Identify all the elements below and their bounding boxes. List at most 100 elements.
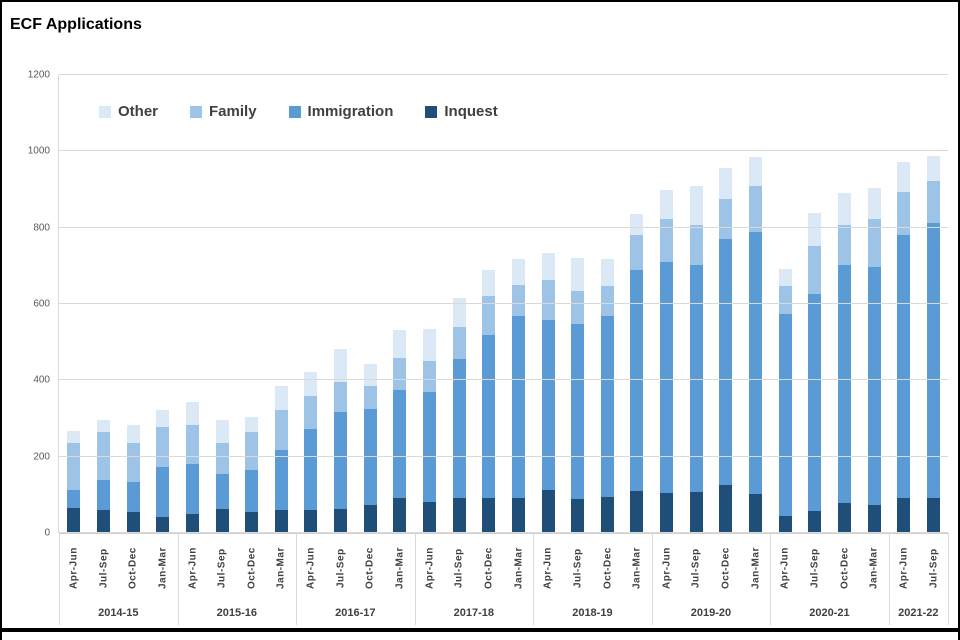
quarter-label: Oct-Dec (838, 547, 850, 589)
y-axis-tick-label: 200 (33, 451, 50, 463)
quarter-label: Jul-Sep (690, 548, 702, 588)
y-axis-tick-label: 1200 (27, 69, 50, 81)
quarter-label: Jan-Mar (275, 547, 287, 589)
bar-slot (504, 75, 534, 533)
bar-segment-family (778, 286, 792, 314)
bar-segment-immigration (304, 429, 318, 511)
bar-slot (444, 75, 474, 533)
quarter-label: Jul-Sep (453, 548, 465, 588)
bar-segment-inquest (749, 493, 763, 533)
bar-segment-inquest (926, 497, 940, 533)
bar-segment-immigration (126, 481, 140, 512)
bar-segment-other (778, 268, 792, 287)
stacked-bar (274, 385, 288, 533)
bar-slot (118, 75, 148, 533)
quarter-label: Apr-Jun (186, 547, 198, 589)
stacked-bar (96, 420, 110, 533)
bar-segment-immigration (185, 463, 199, 514)
bar-segment-inquest (719, 485, 733, 533)
legend-swatch-icon (99, 105, 111, 118)
bar-segment-other (571, 257, 585, 291)
bar-segment-inquest (541, 489, 555, 533)
bar-segment-immigration (482, 335, 496, 499)
bar-segment-inquest (600, 497, 614, 533)
stacked-bar (926, 155, 940, 533)
stacked-bar (304, 371, 318, 533)
bar-slot (207, 75, 237, 533)
bar-segment-inquest (511, 497, 525, 533)
stacked-bar (156, 410, 170, 533)
year-label: 2017-18 (453, 607, 495, 619)
quarter-label: Apr-Jun (305, 547, 317, 589)
year-labels-row: 2014-15 2015-16 2016-17 2017-18 2018-19 2019-… (59, 602, 948, 624)
bar-segment-inquest (837, 502, 851, 533)
legend-label: Immigration (307, 103, 394, 120)
bar-segment-other (511, 259, 525, 285)
quarter-labels-row: Apr-Jun Jul-Sep Oct-Dec Jan-Mar Apr-Jun Jul-S… (59, 538, 948, 598)
stacked-bar (749, 156, 763, 533)
year-label: 2018-19 (572, 607, 613, 619)
year-label: 2021-22 (898, 607, 939, 619)
bar-segment-other (837, 192, 851, 225)
stacked-bar (808, 212, 822, 533)
bar-segment-inquest (245, 511, 259, 533)
bar-segment-inquest (304, 510, 318, 533)
bar-segment-immigration (96, 480, 110, 511)
year-group-divider (296, 533, 298, 625)
quarter-label: Apr-Jun (68, 547, 80, 589)
bar-segment-inquest (482, 498, 496, 533)
bar-segment-family (660, 218, 674, 263)
bar-segment-other (897, 161, 911, 192)
legend-swatch-icon (425, 105, 438, 118)
year-label: 2014-15 (98, 607, 139, 619)
year-group-divider (948, 533, 949, 625)
stacked-bar (630, 214, 644, 533)
year-group-divider (770, 533, 772, 625)
plot-area: Other Family Immigration Inquest (58, 74, 948, 533)
bar-segment-inquest (630, 491, 644, 533)
bar-segment-immigration (67, 489, 81, 509)
bar-segment-other (96, 420, 110, 432)
bar-segment-other (156, 410, 170, 427)
quarter-label: Jul-Sep (809, 548, 821, 588)
bar-segment-family (423, 360, 436, 393)
legend-swatch-icon (190, 105, 203, 118)
bar-segment-inquest (96, 510, 110, 533)
bar-slot (59, 75, 89, 533)
bar-segment-inquest (778, 515, 792, 533)
y-axis-tick-label: 400 (33, 374, 50, 386)
bar-segment-family (245, 431, 259, 471)
bar-segment-other (215, 420, 229, 443)
quarter-label: Jan-Mar (157, 547, 169, 589)
year-group-divider (651, 533, 653, 625)
stacked-bar (689, 186, 703, 533)
bar-segment-other (926, 155, 940, 182)
bar-segment-immigration (334, 411, 348, 510)
y-axis-tick-label: 600 (33, 298, 50, 310)
bar-segment-family (689, 224, 703, 265)
quarter-label: Jan-Mar (394, 547, 406, 589)
bar-segment-other (185, 402, 199, 425)
bar-segment-family (156, 426, 170, 467)
bar-segment-immigration (511, 315, 525, 498)
quarter-label: Apr-Jun (898, 547, 910, 589)
legend-label: Family (209, 103, 257, 120)
legend-swatch-icon (288, 105, 301, 118)
legend-item-immigration: Immigration (288, 103, 394, 120)
year-group-divider (533, 533, 535, 625)
bar-segment-family (215, 442, 229, 475)
bar-slot (415, 75, 445, 533)
y-axis-tick-label: 0 (44, 527, 50, 539)
gridline-800 (59, 226, 948, 228)
stacked-bar (837, 192, 851, 533)
bar-segment-immigration (541, 320, 555, 490)
quarter-label: Oct-Dec (246, 547, 258, 589)
gridline-600 (59, 303, 948, 304)
stacked-bar (778, 268, 792, 533)
year-label: 2019-20 (690, 607, 732, 619)
bar-segment-family (304, 395, 318, 430)
quarter-label: Jul-Sep (927, 548, 939, 588)
quarter-label: Jul-Sep (335, 548, 347, 588)
bar-segment-other (749, 156, 763, 187)
bar-slot (593, 75, 623, 533)
